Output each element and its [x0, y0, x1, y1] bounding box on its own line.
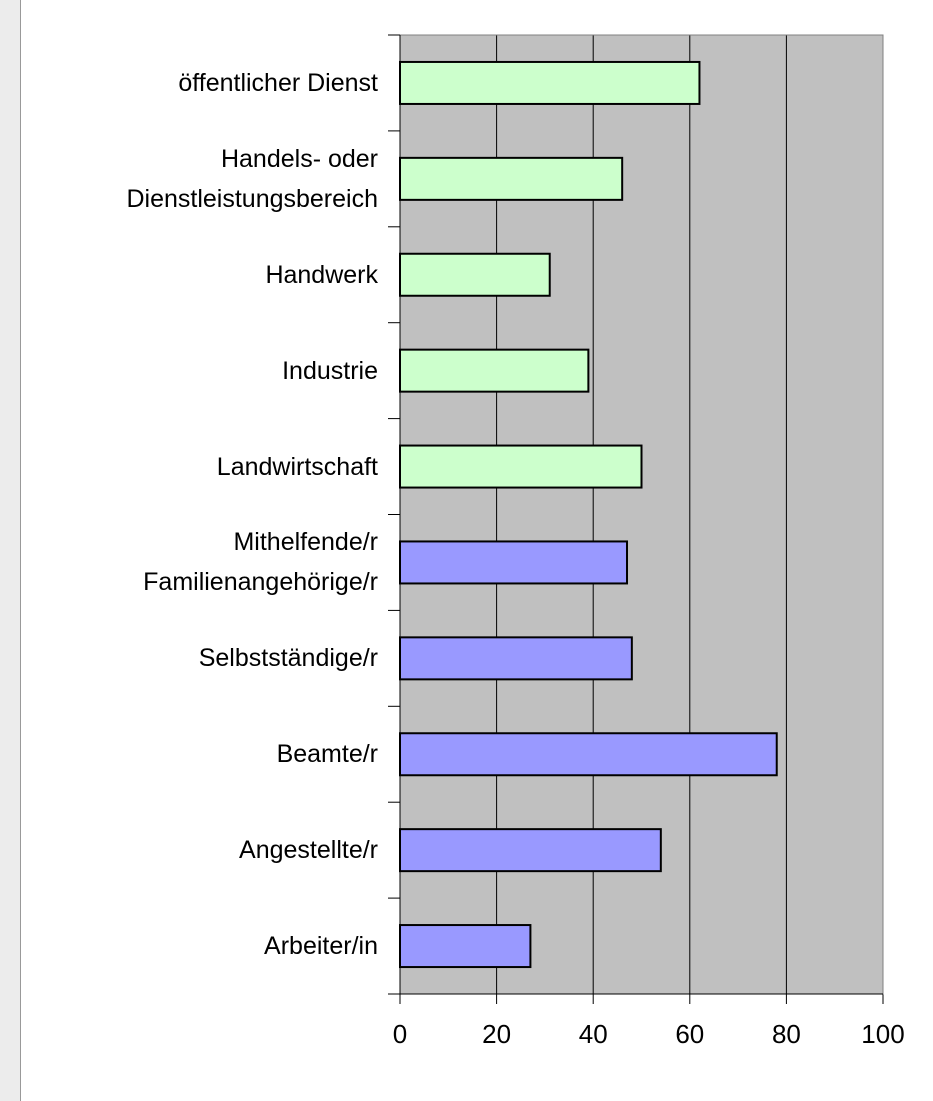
bar	[399, 444, 643, 489]
bar	[399, 732, 778, 777]
category-label: öffentlicher Dienst	[178, 68, 378, 97]
category-label: Mithelfende/r Familienangehörige/r	[143, 528, 378, 597]
x-tick-label: 20	[482, 1019, 511, 1049]
x-tick-label: 40	[579, 1019, 608, 1049]
x-tick-label: 0	[393, 1019, 407, 1049]
category-label: Landwirtschaft	[216, 452, 378, 481]
category-label: Beamte/r	[276, 740, 378, 769]
x-tick-label: 80	[772, 1019, 801, 1049]
bar	[399, 924, 532, 969]
x-tick-label: 60	[675, 1019, 704, 1049]
category-label: Handwerk	[265, 260, 378, 289]
category-label: Selbstständige/r	[198, 644, 378, 673]
bar	[399, 348, 590, 393]
category-label: Arbeiter/in	[264, 932, 378, 961]
category-label: Angestellte/r	[239, 836, 378, 865]
category-label: Handels- oder Dienstleistungsbereich	[126, 144, 378, 213]
bar	[399, 156, 624, 201]
bar	[399, 828, 662, 873]
bar	[399, 252, 551, 297]
bar	[399, 540, 629, 585]
category-label: Industrie	[282, 356, 378, 385]
bar	[399, 60, 701, 105]
bar	[399, 636, 633, 681]
x-tick-label: 100	[861, 1019, 904, 1049]
